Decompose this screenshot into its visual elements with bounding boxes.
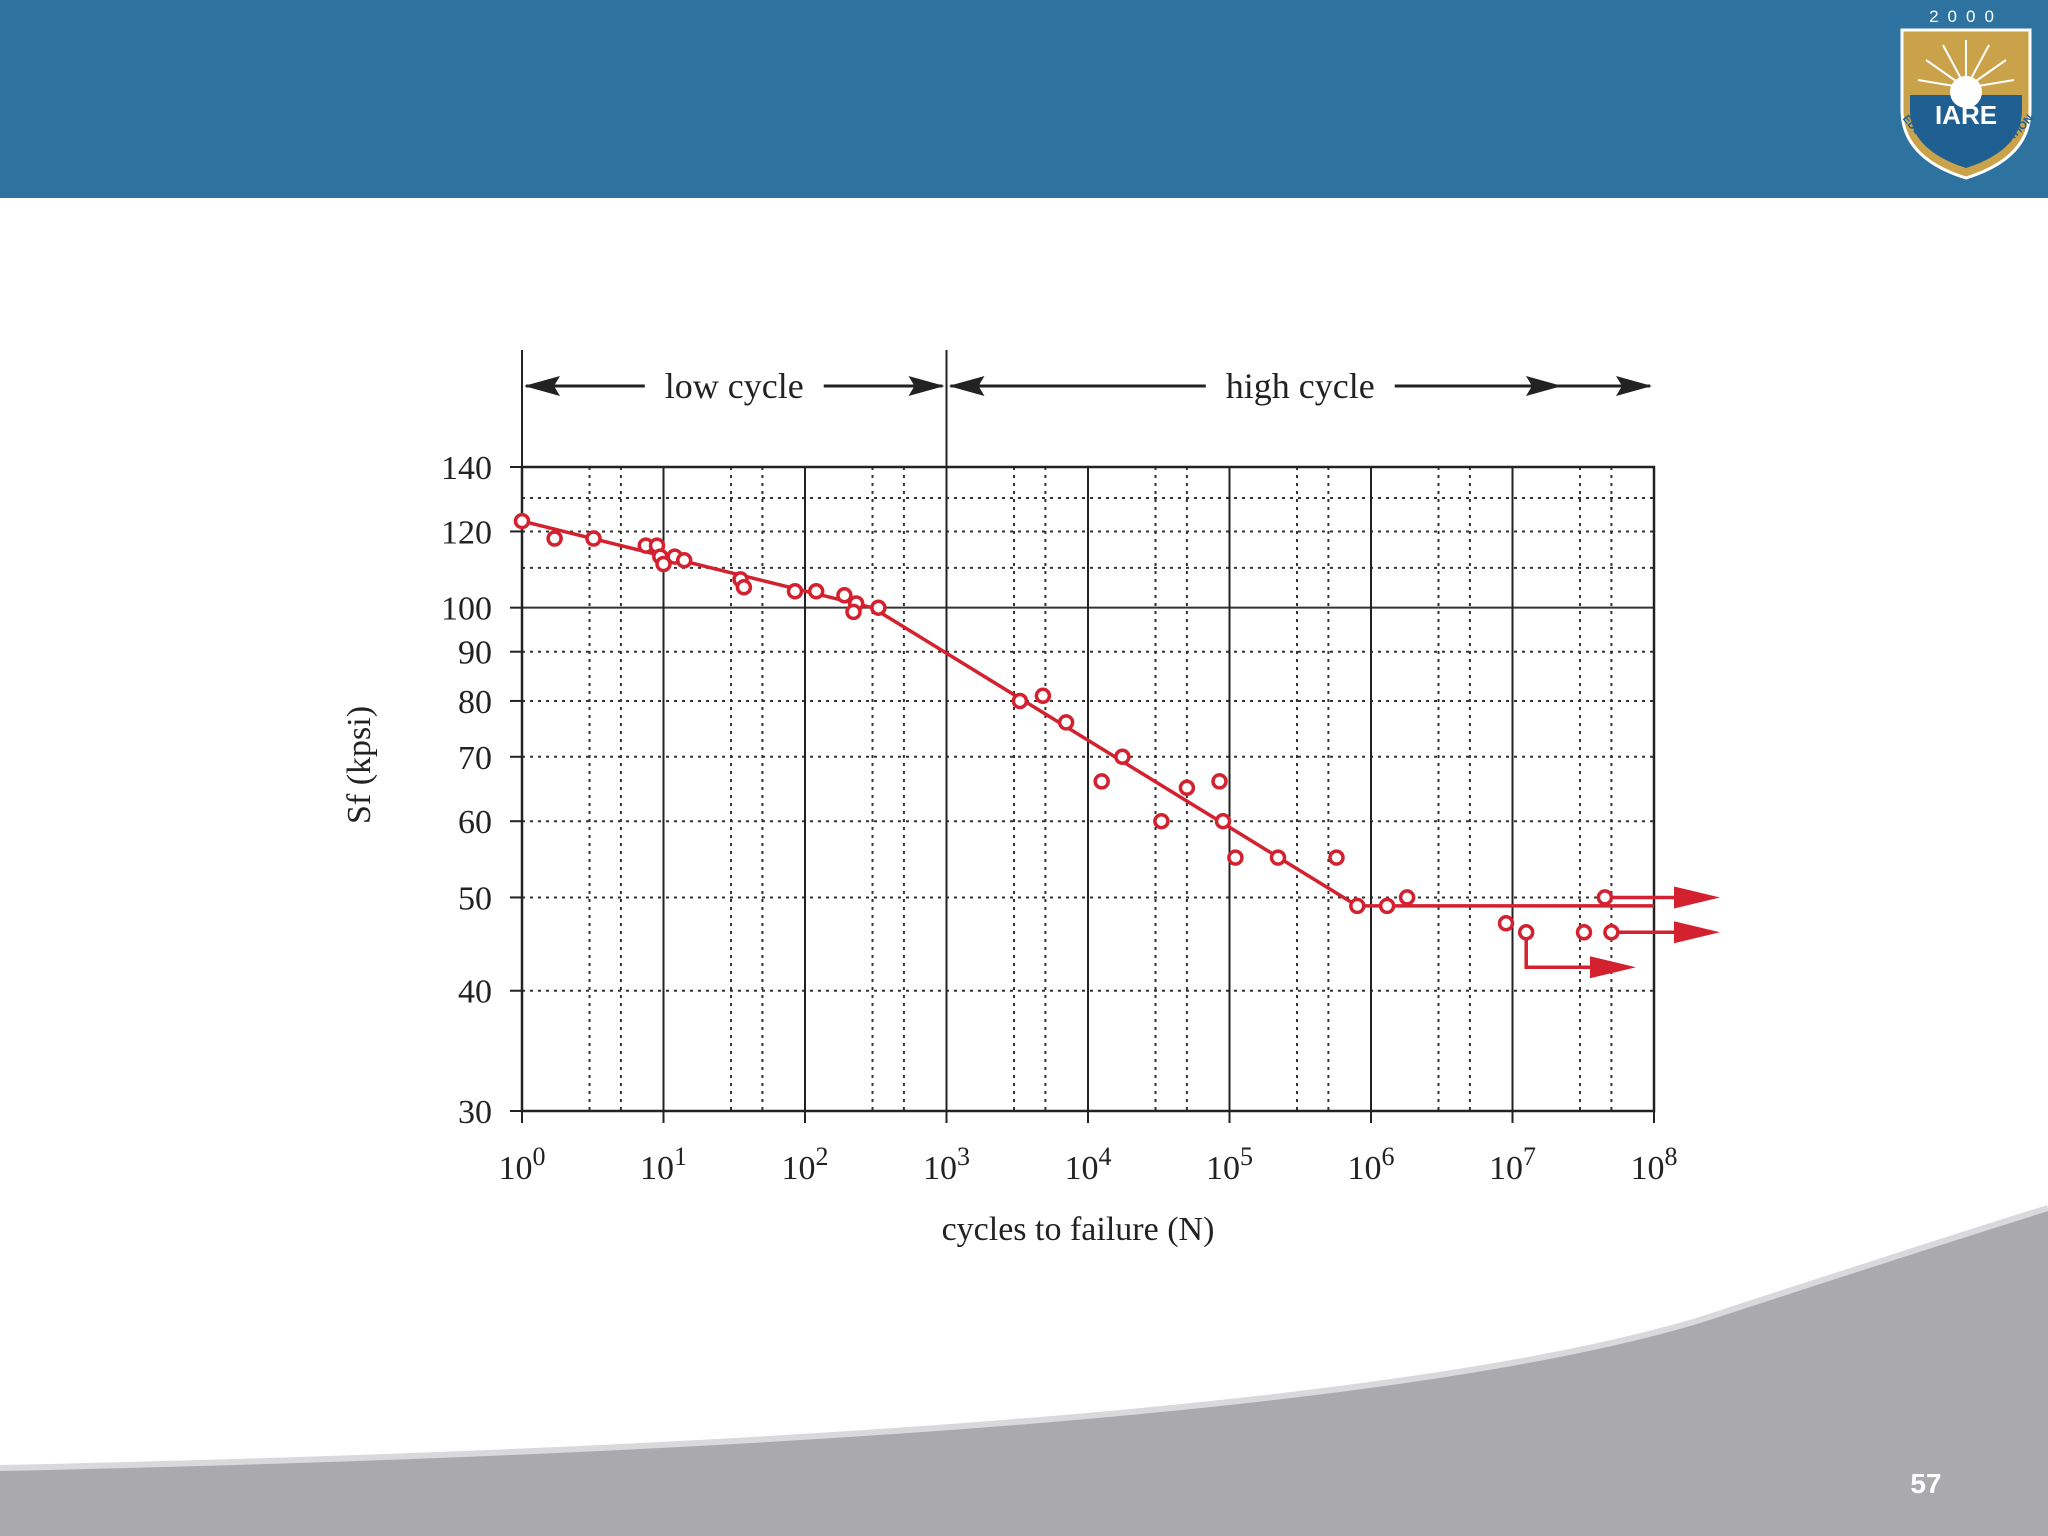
runout-arrows	[1524, 886, 1720, 979]
runout-arrow-line	[1524, 938, 1596, 970]
x-tick-label: 105	[1206, 1142, 1253, 1187]
y-ticks: 30 40 50 60 70 80 90 100 120 140	[441, 450, 522, 1131]
arrowhead-icon	[524, 376, 560, 396]
x-tick-label: 102	[782, 1142, 829, 1187]
x-tick-label: 107	[1489, 1142, 1536, 1187]
data-point	[546, 530, 563, 547]
cycle-regions: low cycle high cycle	[521, 350, 1652, 467]
data-point	[786, 583, 804, 600]
data-point	[1378, 897, 1396, 915]
data-point	[675, 552, 693, 569]
data-points	[513, 512, 1620, 941]
data-point	[845, 603, 862, 621]
data-point	[1057, 714, 1075, 731]
x-tick-label: 103	[923, 1142, 970, 1187]
plot-frame	[520, 465, 1656, 1113]
y-tick-label: 80	[458, 684, 492, 721]
data-point	[1349, 897, 1366, 915]
data-point	[1596, 889, 1614, 906]
x-axis-label: cycles to failure (N)	[942, 1211, 1215, 1248]
x-tick-label: 108	[1631, 1142, 1678, 1187]
y-tick-label: 100	[441, 591, 492, 628]
region-label: high cycle	[1226, 366, 1375, 406]
data-point	[1034, 687, 1052, 705]
arrowhead-icon	[948, 376, 985, 396]
data-point	[807, 583, 825, 600]
x-tick-label: 104	[1065, 1142, 1112, 1187]
data-point	[870, 599, 887, 616]
data-point	[1497, 915, 1515, 932]
plot-border	[520, 465, 1656, 1113]
arrowhead-icon	[1526, 376, 1562, 396]
y-tick-label: 140	[441, 450, 492, 487]
x-tick-label: 101	[640, 1142, 687, 1187]
y-tick-label: 30	[458, 1094, 492, 1131]
y-tick-label: 90	[458, 635, 492, 672]
data-point	[1178, 779, 1196, 797]
arrowhead-icon	[1616, 376, 1652, 396]
data-point	[1269, 849, 1287, 866]
slide-number: 57	[1910, 1468, 1942, 1499]
data-point	[1575, 924, 1593, 941]
runout-arrowhead-icon	[1674, 886, 1720, 909]
iare-logo: 2000 IARE EDUCATION FOR LIBERATION	[1900, 7, 2036, 180]
arrowhead-icon	[908, 376, 945, 396]
sun-icon	[1950, 76, 1982, 108]
data-point	[836, 587, 853, 604]
grid	[521, 466, 1655, 1123]
data-point	[1153, 812, 1170, 830]
x-ticks: 100 101 102 103 104 105 106 107 108	[499, 1142, 1678, 1187]
data-point	[1398, 889, 1416, 906]
data-point	[1011, 692, 1029, 710]
y-tick-label: 40	[458, 974, 492, 1011]
data-point	[1328, 849, 1345, 866]
x-tick-label: 100	[499, 1142, 546, 1187]
y-tick-label: 50	[458, 880, 492, 917]
data-point	[1114, 748, 1131, 766]
data-point	[1214, 812, 1232, 830]
data-point	[1227, 849, 1244, 866]
data-point	[735, 579, 753, 596]
y-tick-label: 70	[458, 740, 492, 777]
logo-year: 2000	[1929, 7, 2003, 26]
logo-name: IARE	[1935, 100, 1997, 130]
shield-lower-icon	[1910, 95, 2022, 168]
region-label: low cycle	[665, 366, 804, 406]
data-point	[1211, 773, 1228, 790]
y-tick-label: 60	[458, 804, 492, 841]
x-tick-label: 106	[1348, 1142, 1395, 1187]
runout-arrowhead-icon	[1674, 921, 1720, 944]
header-bar	[0, 0, 2048, 198]
y-tick-label: 120	[441, 514, 492, 551]
data-point	[513, 512, 531, 530]
data-point	[585, 530, 602, 547]
data-point	[1603, 924, 1620, 941]
runout-arrowhead-icon	[1590, 956, 1636, 979]
y-axis-label: Sf (kpsi)	[341, 706, 378, 824]
data-point	[1093, 773, 1110, 790]
data-point	[1517, 924, 1535, 941]
data-point	[655, 555, 672, 573]
